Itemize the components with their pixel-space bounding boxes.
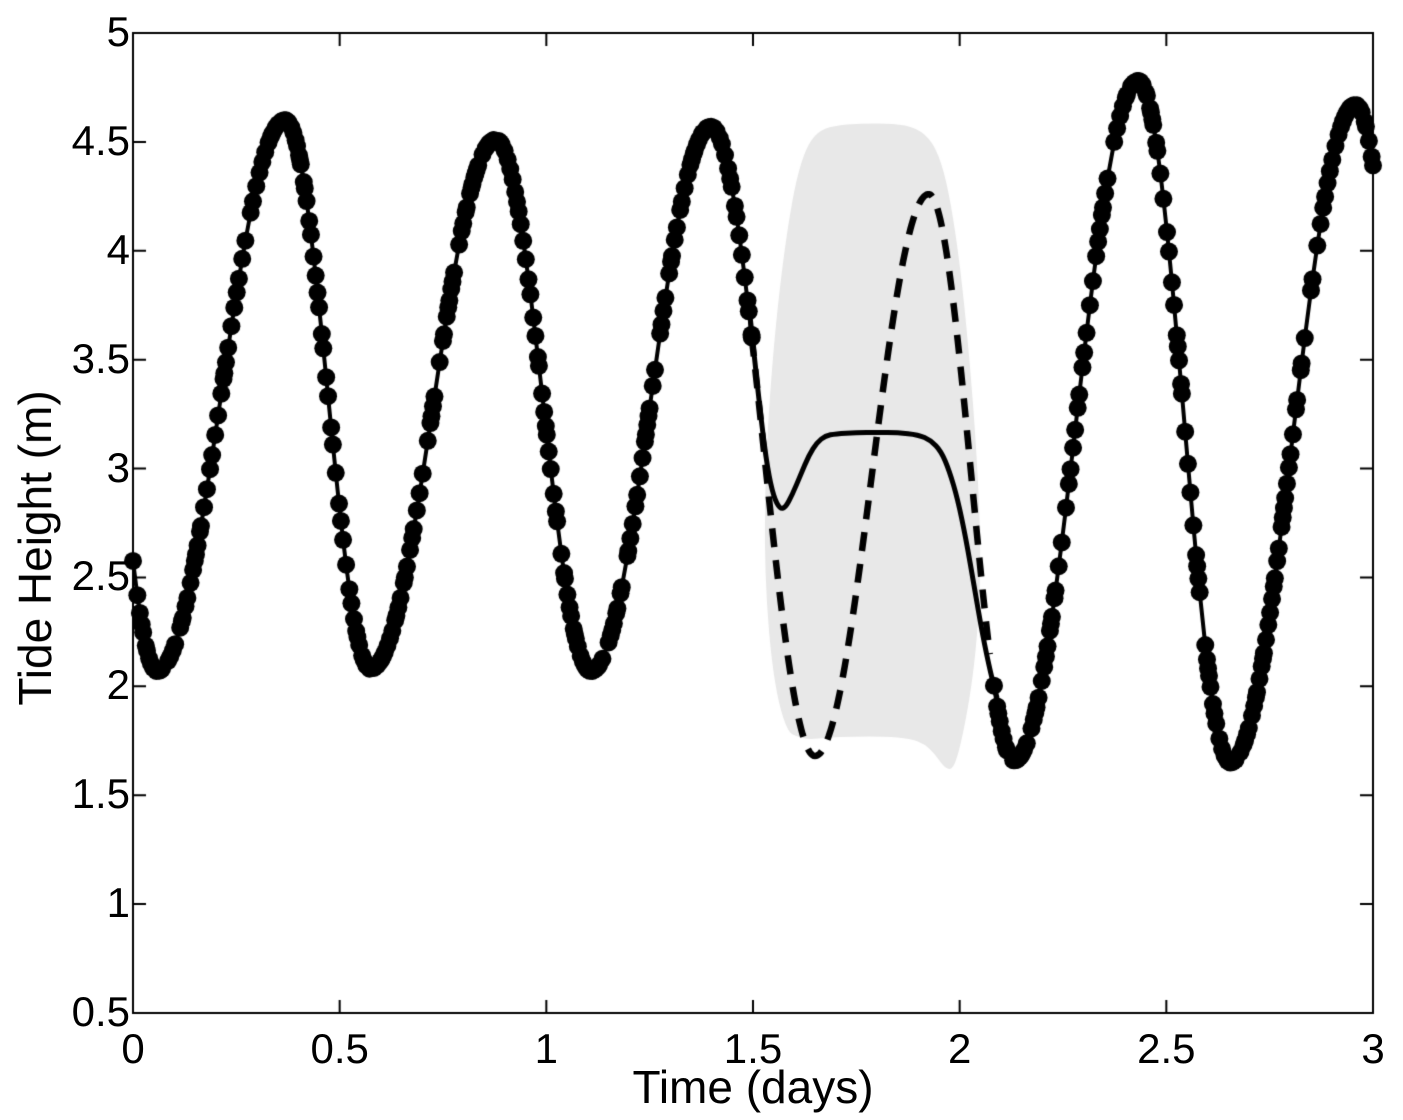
y-tick-label: 3 [106, 443, 130, 491]
y-tick-label: 4.5 [71, 116, 130, 164]
y-tick-label: 0.5 [71, 987, 130, 1035]
x-axis-label: Time (days) [632, 1061, 874, 1113]
x-tick-label: 2.5 [1137, 1025, 1196, 1072]
x-tick-label: 0.5 [310, 1025, 369, 1072]
y-axis-label: Tide Height (m) [9, 390, 61, 706]
x-tick-label: 1 [534, 1025, 559, 1072]
x-tick-label: 1.5 [723, 1025, 783, 1072]
y-tick-label: 2.5 [71, 552, 130, 600]
y-tick-label: 2 [106, 661, 130, 709]
y-tick-label: 3.5 [71, 334, 130, 382]
y-tick-label: 1 [106, 879, 130, 927]
x-tick-label: 3 [1361, 1025, 1385, 1072]
y-tick-label: 4 [106, 225, 130, 273]
x-tick-label: 0 [121, 1025, 145, 1072]
y-tick-label: 1.5 [71, 770, 130, 818]
y-tick-label: 5 [106, 7, 130, 55]
x-tick-label: 2 [947, 1025, 972, 1072]
